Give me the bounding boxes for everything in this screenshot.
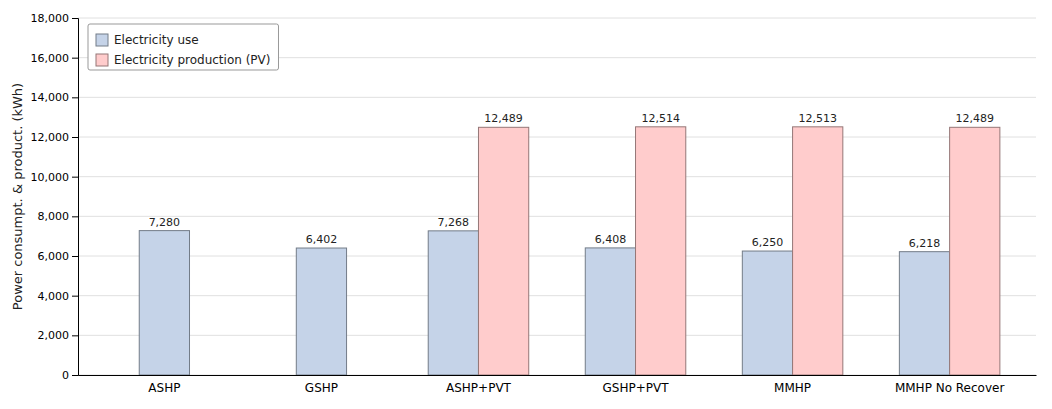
tick: 18,000 — [31, 12, 79, 25]
axis-line — [72, 19, 79, 376]
tick: 16,000 — [31, 52, 79, 65]
data-label: 6,402 — [306, 233, 338, 246]
y-axis-title: Power consumpt. & product. (kWh) — [10, 83, 25, 310]
tick-label: 4,000 — [38, 290, 70, 303]
tick: 4,000 — [38, 290, 79, 303]
tick-mark — [72, 296, 78, 297]
legend: Electricity use Electricity production (P… — [88, 24, 278, 70]
bar — [296, 248, 346, 375]
data-label: 7,280 — [149, 216, 181, 229]
tick: GSHP+PVT — [603, 381, 670, 395]
legend-label: Electricity use — [114, 33, 199, 47]
grid-line — [78, 335, 1036, 336]
tick-label: 18,000 — [31, 12, 70, 25]
legend-box — [88, 24, 278, 70]
bar — [742, 251, 792, 375]
tick: 14,000 — [31, 91, 79, 104]
tick-mark — [72, 335, 78, 336]
data-label: 12,489 — [484, 112, 523, 125]
tick: 8,000 — [38, 210, 79, 223]
grid-line — [78, 375, 1036, 376]
tick: 6,000 — [38, 250, 79, 263]
tick-label: 6,000 — [38, 250, 70, 263]
grid-line — [78, 18, 1036, 19]
bar — [585, 248, 635, 375]
plot: 7,280 6,402 7,268 12,489 6,408 12,514 6,250 12,… — [31, 12, 1037, 395]
grid-line — [78, 256, 1036, 257]
tick-label: 10,000 — [31, 171, 70, 184]
data-label: 12,489 — [956, 112, 995, 125]
tick-mark — [72, 375, 78, 376]
bar — [899, 252, 949, 375]
tick-label: 12,000 — [31, 131, 70, 144]
grid-line — [78, 97, 1036, 98]
data-label: 12,514 — [641, 112, 680, 125]
bar — [636, 127, 686, 375]
tick-mark — [72, 58, 78, 59]
tick-label: 16,000 — [31, 52, 70, 65]
data-label: 12,513 — [798, 112, 837, 125]
tick-label: 14,000 — [31, 91, 70, 104]
tick: ASHP+PVT — [446, 381, 512, 395]
tick: MMHP No Recover — [895, 381, 1005, 395]
bar — [139, 231, 189, 375]
data-label: 7,268 — [438, 216, 470, 229]
tick-mark — [72, 177, 78, 178]
legend-swatch — [96, 34, 108, 46]
tick-label: ASHP — [148, 381, 180, 395]
grid-line — [78, 176, 1036, 177]
tick: GSHP — [305, 381, 338, 395]
axis-line — [79, 375, 1037, 376]
tick-label: 0 — [62, 369, 69, 382]
legend-label: Electricity production (PV) — [114, 53, 270, 67]
tick: 12,000 — [31, 131, 79, 144]
legend-item: Electricity production (PV) — [96, 53, 270, 67]
bar — [478, 127, 528, 375]
tick: ASHP — [148, 381, 180, 395]
legend-item: Electricity use — [96, 33, 199, 47]
bar — [793, 127, 843, 375]
tick-mark — [72, 216, 78, 217]
tick-label: MMHP No Recover — [895, 381, 1005, 395]
tick-label: GSHP+PVT — [603, 381, 670, 395]
tick-label: 2,000 — [38, 329, 70, 342]
data-label: 6,218 — [909, 237, 941, 250]
tick-mark — [72, 256, 78, 257]
grid-line — [78, 137, 1036, 138]
tick-label: MMHP — [774, 381, 811, 395]
y-axis: 0 2,000 4,000 6,000 8,000 10,000 12,000 14,000 1… — [31, 12, 79, 382]
bar — [428, 231, 478, 375]
grid — [78, 18, 1036, 375]
data-label: 6,408 — [595, 233, 627, 246]
legend-swatch — [96, 54, 108, 66]
tick-mark — [72, 137, 78, 138]
data-labels: 7,280 6,402 7,268 12,489 6,408 12,514 6,250 12,… — [149, 112, 994, 250]
tick: 10,000 — [31, 171, 79, 184]
x-axis: ASHP GSHP ASHP+PVT GSHP+PVT MMHP MMHP No Reco… — [79, 376, 1037, 395]
tick-mark — [72, 97, 78, 98]
tick-label: 8,000 — [38, 210, 70, 223]
chart: 7,280 6,402 7,268 12,489 6,408 12,514 6,250 12,… — [0, 0, 1052, 409]
tick: 0 — [62, 369, 78, 382]
tick: MMHP — [774, 381, 811, 395]
grid-line — [78, 295, 1036, 296]
tick: 2,000 — [38, 329, 79, 342]
bars — [139, 127, 1000, 375]
tick-mark — [72, 18, 78, 19]
tick-label: GSHP — [305, 381, 338, 395]
grid-line — [78, 216, 1036, 217]
bar — [950, 127, 1000, 375]
tick-label: ASHP+PVT — [446, 381, 512, 395]
data-label: 6,250 — [752, 236, 784, 249]
